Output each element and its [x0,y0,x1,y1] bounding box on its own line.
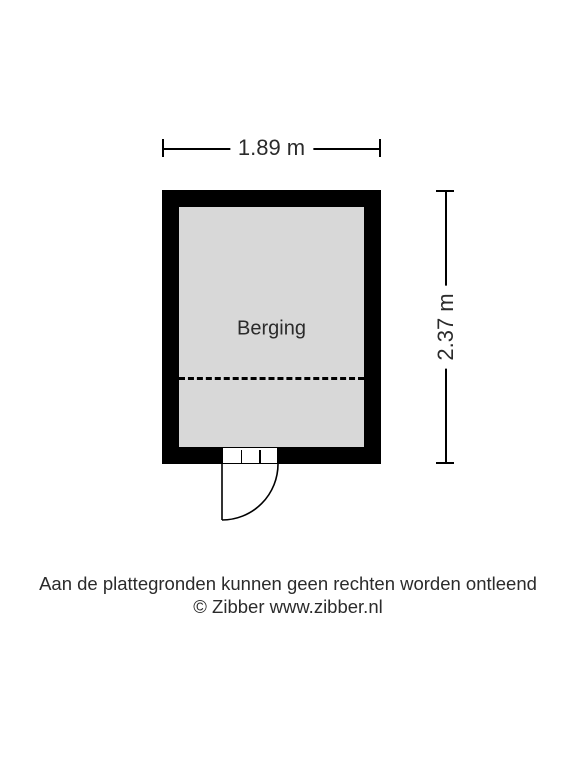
dimension-height-tick-top [436,190,454,192]
room-divider-dashed [179,377,364,380]
dimension-width-label: 1.89 m [230,135,313,161]
floorplan-canvas: Berging 1.89 m 2.37 m Aan de plattegrond… [0,0,576,768]
room-label: Berging [237,318,306,341]
dimension-height-tick-bottom [436,462,454,464]
footer-line-1: Aan de plattegronden kunnen geen rechten… [0,572,576,595]
door-swing-arc [218,460,338,524]
dimension-height-label: 2.37 m [433,285,459,368]
dimension-width-tick-right [379,139,381,157]
footer-text: Aan de plattegronden kunnen geen rechten… [0,572,576,618]
dimension-width-tick-left [162,139,164,157]
footer-line-2: © Zibber www.zibber.nl [0,595,576,618]
